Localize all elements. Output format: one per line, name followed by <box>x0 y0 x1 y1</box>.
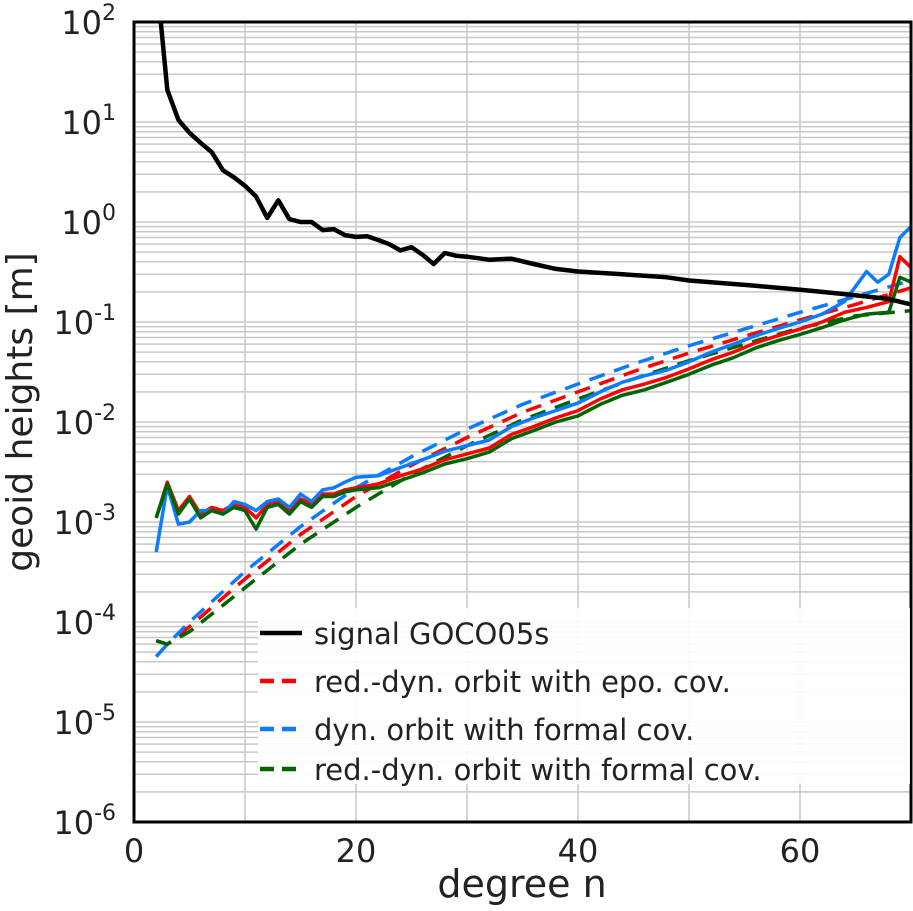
legend-label: red.-dyn. orbit with epo. cov. <box>314 665 731 699</box>
y-tick-label: 10-6 <box>53 801 116 842</box>
y-tick-label: 101 <box>61 101 116 142</box>
legend-label: dyn. orbit with formal cov. <box>314 713 694 747</box>
y-tick-label: 10-5 <box>53 701 116 742</box>
legend-label: signal GOCO05s <box>314 617 549 651</box>
series-group <box>154 22 911 658</box>
x-tick-label: 40 <box>558 832 599 870</box>
x-tick-label: 0 <box>124 832 144 870</box>
series-line-6 <box>154 275 911 531</box>
y-tick-labels: 102 101 100 10-1 10-2 10-3 10-4 10-5 10-6 <box>53 1 116 842</box>
series-line-4 <box>154 254 911 520</box>
y-tick-label: 10-3 <box>53 501 116 542</box>
y-tick-label: 100 <box>61 201 116 242</box>
y-axis-label: geoid heights [m] <box>0 252 41 571</box>
y-tick-label: 10-1 <box>53 301 116 342</box>
y-tick-label: 102 <box>61 1 116 42</box>
x-tick-labels: 0 20 40 60 <box>124 832 821 870</box>
legend-box <box>258 608 910 784</box>
x-axis-label: degree n <box>437 862 606 906</box>
y-tick-label: 10-4 <box>53 601 116 642</box>
x-tick-label: 20 <box>336 832 377 870</box>
series-line-0 <box>158 22 911 307</box>
legend-label: red.-dyn. orbit with formal cov. <box>314 753 762 787</box>
series-line-2 <box>154 278 911 658</box>
y-tick-label: 10-2 <box>53 401 116 442</box>
series-line-5 <box>154 225 911 553</box>
legend: signal GOCO05s red.-dyn. orbit with epo. … <box>258 608 910 787</box>
x-tick-label: 60 <box>780 832 821 870</box>
series-line-1 <box>155 286 911 646</box>
plot-frame <box>132 20 913 824</box>
series-line-3 <box>155 308 911 646</box>
